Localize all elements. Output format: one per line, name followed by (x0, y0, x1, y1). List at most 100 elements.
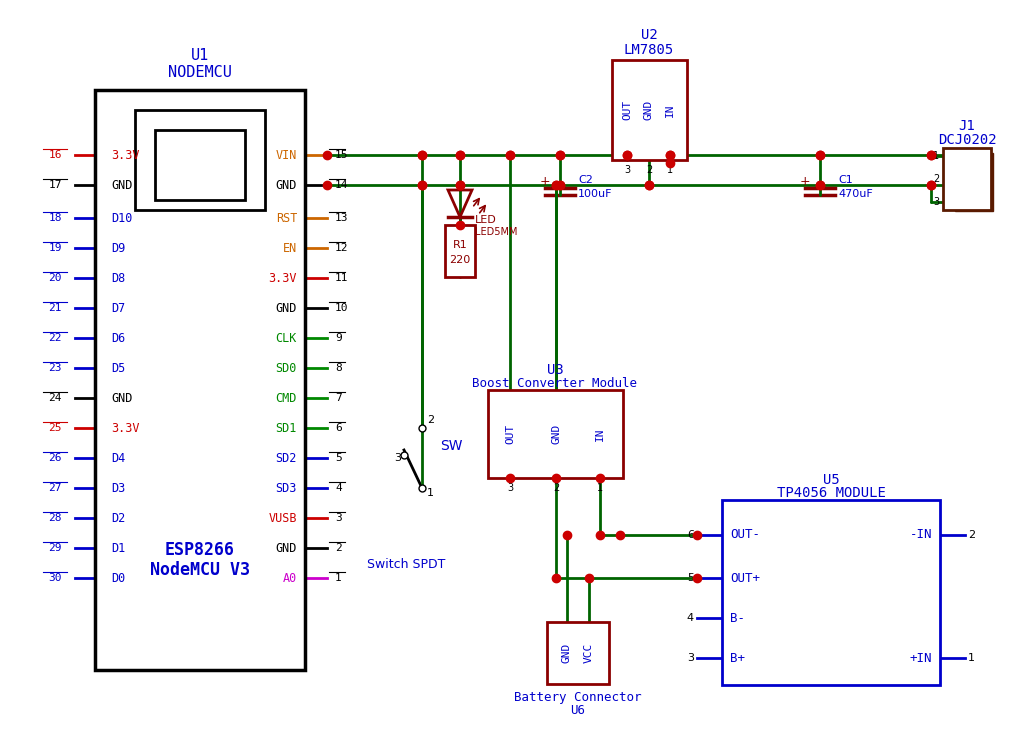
Bar (612, 60, 687, 160)
Text: 18: 18 (48, 213, 61, 223)
Text: VCC: VCC (584, 643, 594, 663)
Text: 23: 23 (48, 363, 61, 373)
Text: C1: C1 (838, 175, 853, 185)
Text: 16: 16 (48, 150, 61, 160)
Text: 2: 2 (968, 530, 975, 540)
Text: GND: GND (275, 542, 297, 554)
Text: 1: 1 (335, 573, 342, 583)
Text: -IN: -IN (909, 528, 932, 542)
Text: 1: 1 (667, 165, 673, 175)
Text: NodeMCU V3: NodeMCU V3 (150, 561, 250, 579)
Text: GND: GND (111, 391, 132, 404)
Text: D5: D5 (111, 362, 125, 374)
Text: 4: 4 (687, 613, 694, 623)
Text: C2: C2 (578, 175, 593, 185)
Text: B+: B+ (730, 652, 745, 664)
Text: 10: 10 (335, 303, 348, 313)
Text: 3.3V: 3.3V (111, 148, 139, 162)
Text: 8: 8 (335, 363, 342, 373)
Text: 100uF: 100uF (578, 189, 612, 199)
Text: D6: D6 (111, 331, 125, 345)
Text: SW: SW (440, 439, 463, 453)
Text: LED5MM: LED5MM (475, 227, 517, 237)
Text: 21: 21 (48, 303, 61, 313)
Text: D10: D10 (111, 212, 132, 224)
Text: 19: 19 (48, 243, 61, 253)
Text: 22: 22 (48, 333, 61, 343)
Bar (488, 390, 623, 478)
Bar (722, 500, 940, 685)
Text: 6: 6 (687, 530, 694, 540)
Text: U5: U5 (822, 473, 840, 487)
Text: R1: R1 (453, 240, 467, 250)
Text: Battery Connector: Battery Connector (514, 692, 642, 705)
Text: DCJ0202: DCJ0202 (938, 133, 996, 147)
Text: 3: 3 (507, 483, 513, 493)
Text: 12: 12 (335, 243, 348, 253)
Text: GND: GND (551, 424, 561, 444)
Text: D0: D0 (111, 571, 125, 584)
Text: Boost Converter Module: Boost Converter Module (472, 376, 638, 390)
Text: 28: 28 (48, 513, 61, 523)
Text: CLK: CLK (275, 331, 297, 345)
Text: D3: D3 (111, 481, 125, 494)
Text: 29: 29 (48, 543, 61, 553)
Text: U1: U1 (190, 47, 209, 63)
Text: +: + (540, 174, 551, 187)
Text: 13: 13 (335, 213, 348, 223)
Text: U2: U2 (641, 28, 657, 42)
Text: +: + (800, 174, 811, 187)
Text: 5: 5 (687, 573, 694, 583)
Text: +IN: +IN (909, 652, 932, 664)
Text: 26: 26 (48, 453, 61, 463)
Text: 470uF: 470uF (838, 189, 872, 199)
Text: 1: 1 (933, 151, 939, 161)
Bar (943, 148, 991, 210)
Bar (95, 90, 305, 670)
Text: 20: 20 (48, 273, 61, 283)
Text: D7: D7 (111, 302, 125, 314)
Text: U3: U3 (547, 363, 563, 377)
Text: RST: RST (275, 212, 297, 224)
Text: IN: IN (665, 103, 675, 117)
Text: SD0: SD0 (275, 362, 297, 374)
Text: GND: GND (111, 179, 132, 191)
Text: D8: D8 (111, 272, 125, 285)
Text: 3.3V: 3.3V (268, 272, 297, 285)
Text: LM7805: LM7805 (624, 43, 674, 57)
Text: SD1: SD1 (275, 421, 297, 435)
Text: 1: 1 (427, 488, 434, 498)
Text: 3: 3 (394, 453, 401, 463)
Text: 11: 11 (335, 273, 348, 283)
Text: 9: 9 (335, 333, 342, 343)
Text: 30: 30 (48, 573, 61, 583)
Text: D4: D4 (111, 452, 125, 464)
Text: 14: 14 (335, 180, 348, 190)
Text: CMD: CMD (275, 391, 297, 404)
Text: LED: LED (475, 215, 497, 225)
Text: D1: D1 (111, 542, 125, 554)
Text: B-: B- (730, 612, 745, 624)
Text: 2: 2 (933, 174, 939, 184)
Text: OUT: OUT (622, 100, 632, 120)
Text: GND: GND (562, 643, 572, 663)
Text: 15: 15 (335, 150, 348, 160)
Text: 2: 2 (553, 483, 559, 493)
Bar (135, 110, 265, 210)
Text: D2: D2 (111, 511, 125, 525)
Text: 5: 5 (335, 453, 342, 463)
Text: OUT+: OUT+ (730, 571, 760, 584)
Text: 2: 2 (427, 415, 434, 425)
Text: 2: 2 (335, 543, 342, 553)
Text: A0: A0 (283, 571, 297, 584)
Text: 2: 2 (646, 165, 652, 175)
Text: 24: 24 (48, 393, 61, 403)
Text: IN: IN (595, 427, 605, 441)
Bar (955, 153, 993, 211)
Bar (445, 225, 475, 277)
Text: 25: 25 (48, 423, 61, 433)
Text: Switch SPDT: Switch SPDT (367, 558, 445, 571)
Text: U6: U6 (570, 705, 586, 717)
Text: 4: 4 (335, 483, 342, 493)
Text: 27: 27 (48, 483, 61, 493)
